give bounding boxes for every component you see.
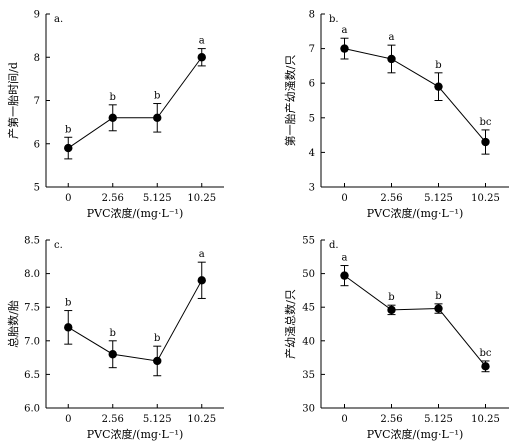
chart-panel-4: 30 35 40 45 50 55 0 2.56 5.125 10.25 a b b bc d. PVC浓度/… xyxy=(283,236,509,441)
y-axis-title: 总胎数/胎 xyxy=(6,300,20,348)
x-tick-label: 10.25 xyxy=(187,193,216,204)
data-point xyxy=(153,113,162,123)
data-point xyxy=(64,143,73,153)
x-tick-label: 0 xyxy=(341,193,347,204)
y-tick-label: 5 xyxy=(309,113,315,124)
significance-label: b xyxy=(65,298,71,309)
series-line xyxy=(344,48,486,143)
chart-panel-2: 3 4 5 6 7 8 0 2.56 5.125 10.25 a a b bc b. PVC浓度/(mg·L⁻… xyxy=(283,10,509,220)
y-tick-label: 6 xyxy=(34,139,40,150)
y-tick-label: 9 xyxy=(34,10,40,21)
y-tick-label: 4 xyxy=(309,148,315,159)
significance-label: b xyxy=(388,292,394,303)
panel-label: c. xyxy=(54,240,63,251)
y-tick-label: 35 xyxy=(302,370,315,381)
series-line xyxy=(67,56,203,149)
y-tick-label: 55 xyxy=(302,236,315,247)
x-tick-label: 10.25 xyxy=(471,193,500,204)
data-point xyxy=(108,350,117,359)
y-axis-title: 第一胎产幼溞数/只 xyxy=(283,55,297,147)
y-tick-label: 6 xyxy=(309,79,315,90)
x-tick-label: 10.25 xyxy=(471,414,500,425)
panel-label: a. xyxy=(54,14,63,25)
panel-label: d. xyxy=(329,240,339,251)
y-tick-label: 7.0 xyxy=(24,336,40,347)
data-point xyxy=(481,137,490,147)
x-tick-label: 2.56 xyxy=(102,414,124,425)
x-axis-title: PVC浓度/(mg·L⁻¹) xyxy=(367,427,464,441)
significance-label: b xyxy=(154,91,160,102)
y-axis-title: 产第一胎时间/d xyxy=(6,62,20,139)
y-tick-label: 8.0 xyxy=(24,269,40,280)
y-tick-label: 45 xyxy=(302,303,315,314)
data-point xyxy=(197,276,206,285)
x-tick-label: 5.125 xyxy=(143,414,172,425)
x-tick-label: 2.56 xyxy=(380,414,402,425)
chart-panel-3: 6.0 6.5 7.0 7.5 8.0 8.5 0 2.56 5.125 10.25 b b b a c. P… xyxy=(6,236,224,441)
y-tick-label: 8 xyxy=(309,10,315,21)
y-tick-label: 7.5 xyxy=(24,303,40,314)
significance-label: a xyxy=(342,25,348,36)
y-axis-title: 产幼溞总数/只 xyxy=(283,289,297,359)
data-point xyxy=(197,53,206,62)
data-point xyxy=(434,82,443,91)
data-point xyxy=(108,113,117,123)
data-point xyxy=(153,356,162,366)
significance-label: a xyxy=(389,32,395,43)
y-tick-label: 50 xyxy=(302,269,315,280)
y-tick-label: 3 xyxy=(309,183,315,194)
x-axis-title: PVC浓度/(mg·L⁻¹) xyxy=(367,206,464,220)
panel-label: b. xyxy=(329,14,339,25)
x-tick-label: 2.56 xyxy=(102,193,124,204)
x-tick-label: 5.125 xyxy=(143,193,172,204)
significance-label: a xyxy=(199,36,205,47)
y-tick-label: 40 xyxy=(302,336,315,347)
data-point xyxy=(387,54,396,64)
y-tick-label: 7 xyxy=(309,44,315,55)
significance-label: a xyxy=(342,253,348,264)
significance-label: b xyxy=(435,291,441,302)
y-tick-label: 6.0 xyxy=(24,404,40,415)
significance-label: a xyxy=(199,249,205,260)
x-tick-label: 5.125 xyxy=(424,193,453,204)
y-tick-label: 8.5 xyxy=(24,236,40,247)
significance-label: bc xyxy=(479,117,491,128)
significance-label: b xyxy=(110,92,116,103)
data-point xyxy=(64,323,73,332)
series-line xyxy=(344,275,486,367)
significance-label: b xyxy=(435,60,441,71)
series-line xyxy=(67,280,203,362)
data-point xyxy=(340,44,349,53)
x-tick-label: 0 xyxy=(341,414,347,425)
chart-panel-1: 5 6 7 8 9 0 2.56 5.125 10.25 b b b a a. PVC浓度/(mg·L⁻¹)… xyxy=(6,10,224,220)
y-tick-label: 30 xyxy=(302,404,315,415)
data-point xyxy=(481,362,490,371)
x-tick-label: 0 xyxy=(65,193,71,204)
y-tick-label: 7 xyxy=(34,96,40,107)
significance-label: bc xyxy=(479,348,491,359)
data-point xyxy=(387,305,396,315)
x-tick-label: 0 xyxy=(65,414,71,425)
significance-label: b xyxy=(65,124,71,135)
data-point xyxy=(434,304,443,313)
x-tick-label: 5.125 xyxy=(424,414,453,425)
y-tick-label: 5 xyxy=(34,183,40,194)
significance-label: b xyxy=(110,328,116,339)
y-tick-label: 8 xyxy=(34,53,40,64)
significance-label: b xyxy=(154,333,160,344)
data-point xyxy=(340,271,349,280)
x-tick-label: 10.25 xyxy=(187,414,216,425)
x-tick-label: 2.56 xyxy=(380,193,402,204)
x-axis-title: PVC浓度/(mg·L⁻¹) xyxy=(87,427,184,441)
y-tick-label: 6.5 xyxy=(24,370,40,381)
x-axis-title: PVC浓度/(mg·L⁻¹) xyxy=(87,206,184,220)
